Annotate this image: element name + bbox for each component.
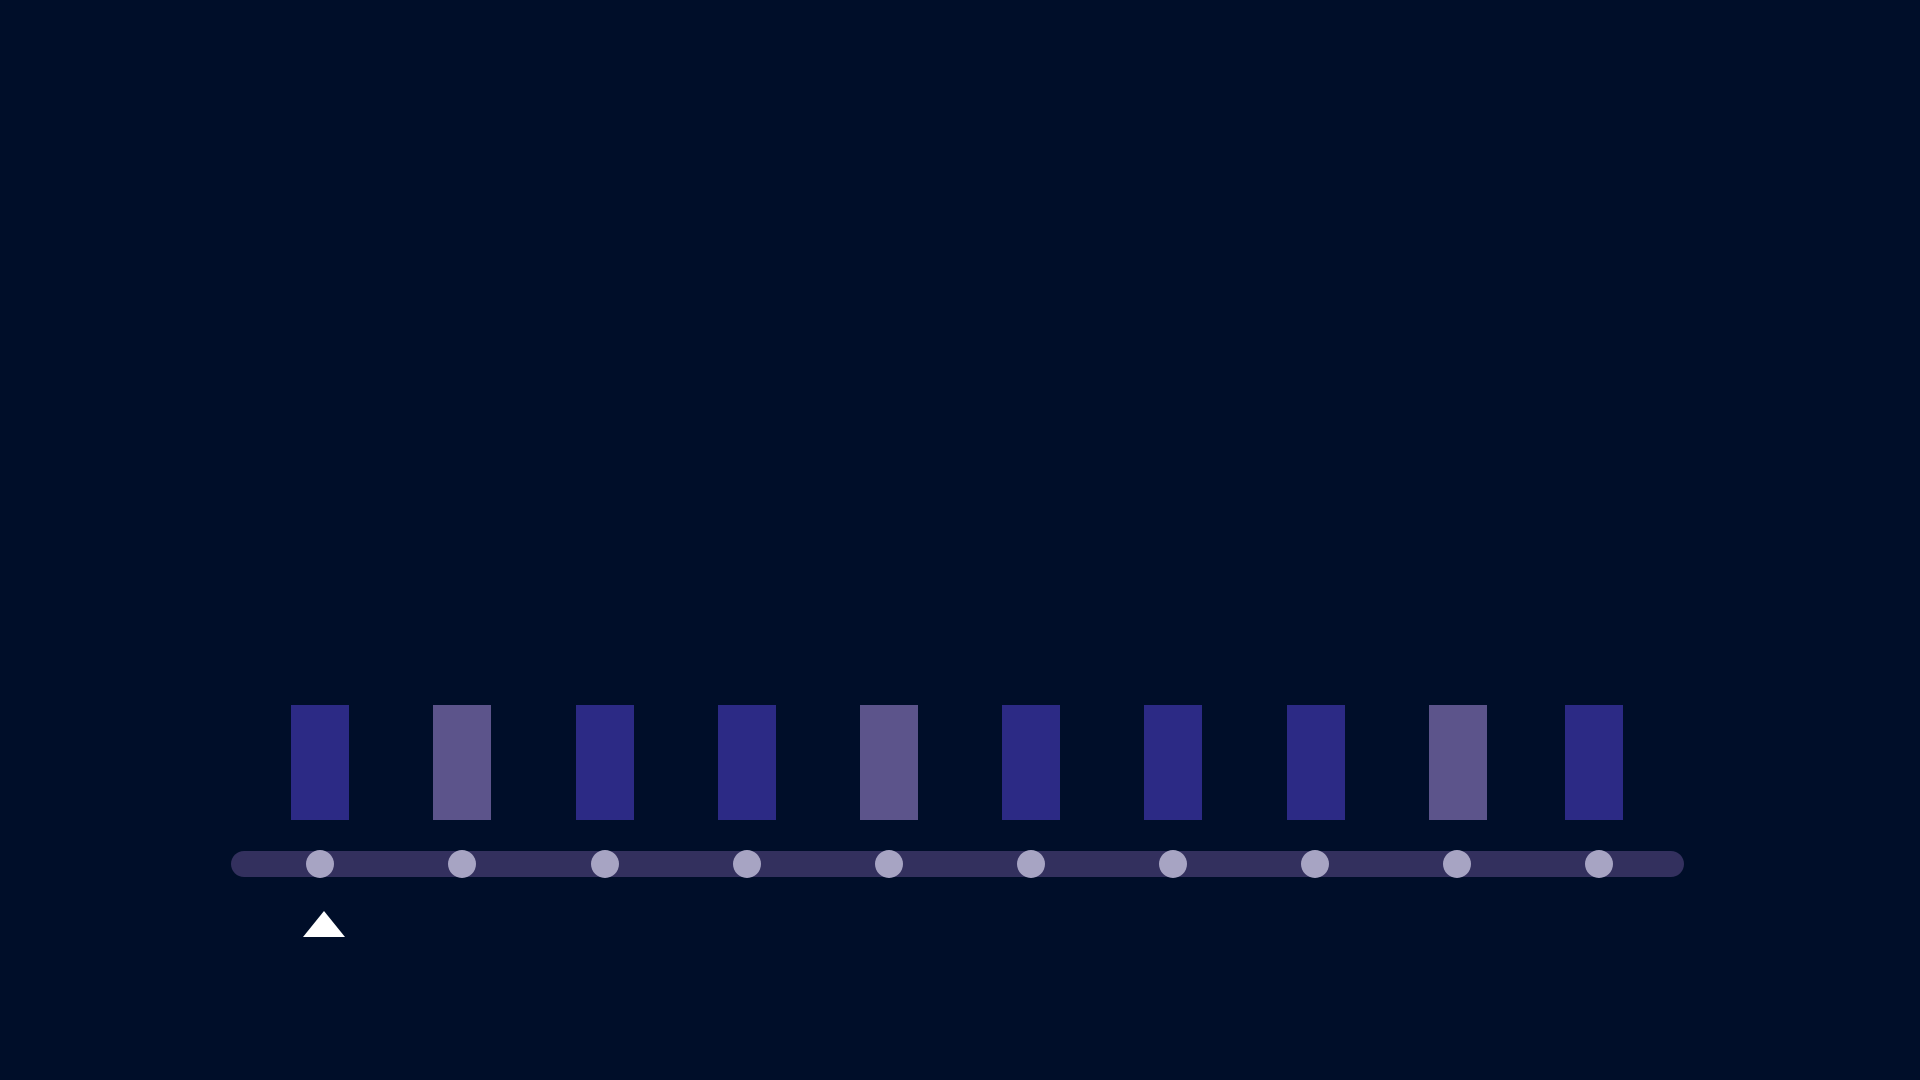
slot-dot-10[interactable] xyxy=(1585,850,1613,878)
slot-dot-1[interactable] xyxy=(306,850,334,878)
block-4[interactable] xyxy=(718,705,776,820)
slot-dot-7[interactable] xyxy=(1159,850,1187,878)
block-2[interactable] xyxy=(433,705,491,820)
block-6[interactable] xyxy=(1002,705,1060,820)
slot-dot-9[interactable] xyxy=(1443,850,1471,878)
block-1[interactable] xyxy=(291,705,349,820)
block-9[interactable] xyxy=(1429,705,1487,820)
slot-dot-6[interactable] xyxy=(1017,850,1045,878)
block-7[interactable] xyxy=(1144,705,1202,820)
block-5[interactable] xyxy=(860,705,918,820)
block-10[interactable] xyxy=(1565,705,1623,820)
block-8[interactable] xyxy=(1287,705,1345,820)
slot-dot-3[interactable] xyxy=(591,850,619,878)
slot-dot-2[interactable] xyxy=(448,850,476,878)
slot-dot-8[interactable] xyxy=(1301,850,1329,878)
slot-dot-5[interactable] xyxy=(875,850,903,878)
block-3[interactable] xyxy=(576,705,634,820)
triangle-up-icon[interactable] xyxy=(303,911,345,937)
slot-dot-4[interactable] xyxy=(733,850,761,878)
